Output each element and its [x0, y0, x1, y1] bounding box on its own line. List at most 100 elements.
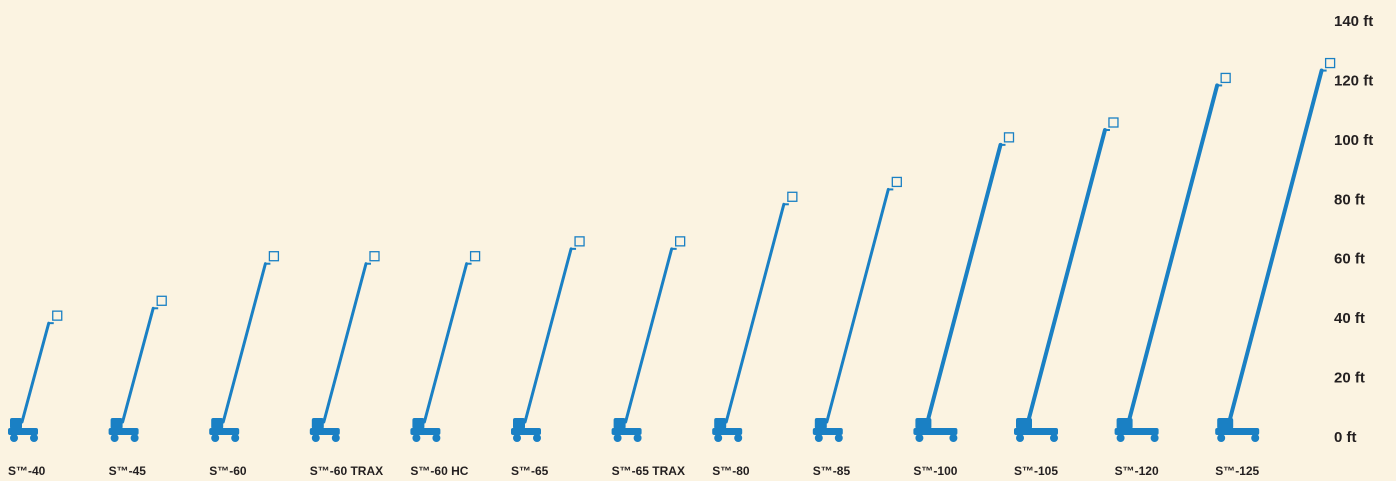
wheel — [110, 434, 119, 442]
x-tick-label: S™-125 — [1215, 464, 1259, 478]
wheel — [30, 434, 38, 442]
x-tick-label: S™-40 — [8, 464, 46, 478]
boom — [1126, 83, 1220, 424]
boom-lift — [309, 251, 380, 442]
x-tick-label: S™-45 — [109, 464, 147, 478]
wheel — [949, 434, 958, 442]
wheel — [211, 434, 220, 442]
chassis — [108, 428, 139, 435]
platform — [787, 191, 798, 202]
platform — [268, 251, 280, 262]
turntable — [10, 418, 22, 429]
wheel — [231, 434, 240, 442]
x-tick-label: S™-60 HC — [410, 464, 468, 478]
chassis — [309, 428, 340, 435]
wheel — [734, 434, 743, 442]
chassis — [712, 428, 743, 435]
boom-lift — [1014, 117, 1119, 442]
x-tick-label: S™-80 — [712, 464, 750, 478]
boom-lift — [712, 191, 798, 442]
wheel — [412, 434, 421, 442]
platform — [1108, 117, 1119, 128]
boom-lift — [611, 236, 686, 442]
boom-lift — [913, 132, 1015, 442]
turntable — [814, 418, 827, 429]
y-tick-label: 120 ft — [1334, 72, 1373, 89]
chassis — [611, 428, 642, 435]
wheel — [915, 434, 924, 442]
chassis — [511, 428, 541, 435]
platform — [1003, 132, 1015, 143]
platform — [369, 251, 380, 262]
chassis — [812, 428, 843, 435]
turntable — [613, 418, 626, 429]
boom-lift — [1114, 72, 1231, 442]
boom-lift — [410, 251, 481, 442]
chassis — [1014, 428, 1058, 435]
chassis — [8, 428, 38, 435]
turntable — [110, 418, 123, 429]
y-tick-label: 80 ft — [1334, 191, 1365, 208]
chassis — [410, 428, 441, 435]
wheel — [714, 434, 723, 442]
boom — [121, 306, 155, 424]
boom — [221, 262, 267, 424]
x-tick-label: S™-85 — [813, 464, 851, 478]
x-tick-label: S™-60 TRAX — [310, 464, 383, 478]
y-tick-label: 60 ft — [1334, 251, 1365, 268]
y-tick-label: 20 ft — [1334, 370, 1365, 387]
wheel — [633, 434, 642, 442]
boom — [624, 247, 674, 424]
platform — [52, 310, 63, 321]
turntable — [513, 418, 525, 429]
x-tick-label: S™-65 TRAX — [612, 464, 685, 478]
platform — [156, 295, 167, 306]
wheel — [432, 434, 441, 442]
boom — [322, 262, 368, 424]
y-tick-label: 40 ft — [1334, 310, 1365, 327]
boom-lift — [812, 176, 902, 442]
wheel — [814, 434, 823, 442]
platform — [891, 176, 902, 188]
y-tick-label: 0 ft — [1334, 429, 1357, 446]
boom — [925, 142, 1003, 424]
platform — [1220, 72, 1231, 84]
y-tick-label: 100 ft — [1334, 132, 1373, 149]
boom — [1026, 128, 1107, 424]
wheel — [1016, 434, 1024, 442]
x-tick-label: S™-120 — [1115, 464, 1159, 478]
boom — [825, 187, 890, 424]
boom — [1227, 68, 1324, 424]
wheel — [10, 434, 18, 442]
wheel — [513, 434, 521, 442]
platform — [574, 236, 585, 247]
wheel — [1251, 434, 1260, 442]
boom — [20, 321, 51, 424]
y-tick-label: 140 ft — [1334, 13, 1373, 30]
x-tick-label: S™-65 — [511, 464, 549, 478]
chassis — [209, 428, 240, 435]
boom-lift — [8, 310, 63, 442]
chassis — [1215, 428, 1260, 435]
wheel — [533, 434, 541, 442]
turntable — [211, 418, 224, 429]
wheel — [1217, 434, 1226, 442]
wheel — [613, 434, 622, 442]
boom-lift — [108, 295, 167, 442]
x-tick-label: S™-105 — [1014, 464, 1058, 478]
x-tick-label: S™-60 — [209, 464, 247, 478]
chassis — [913, 428, 958, 435]
wheel — [1150, 434, 1159, 442]
platform — [1324, 57, 1336, 69]
boom-lift — [209, 251, 280, 442]
wheel — [834, 434, 843, 442]
turntable — [714, 418, 727, 429]
x-tick-label: S™-100 — [913, 464, 957, 478]
wheel — [1116, 434, 1125, 442]
turntable — [412, 418, 425, 429]
wheel — [130, 434, 139, 442]
wheel — [311, 434, 320, 442]
turntable — [311, 418, 324, 429]
